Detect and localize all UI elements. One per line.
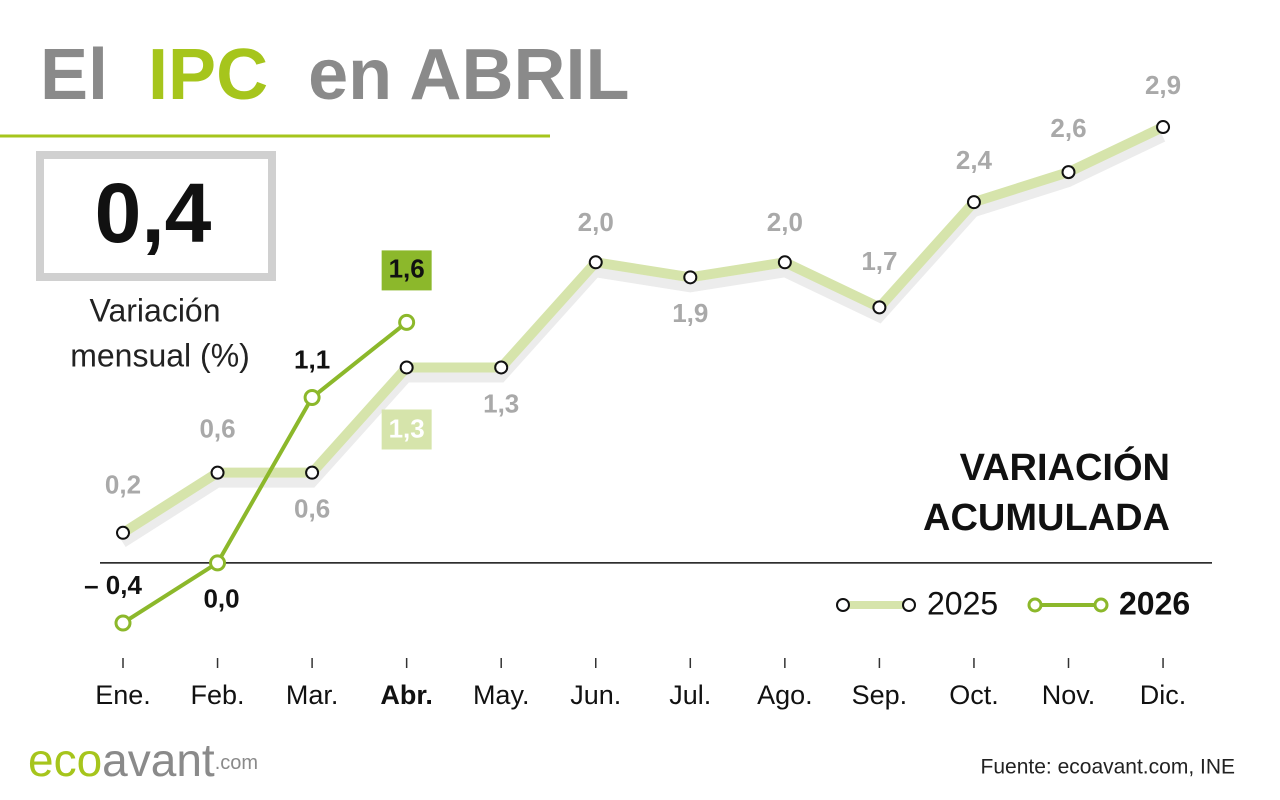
data-label: 1,6 bbox=[389, 253, 425, 283]
chart-title: El IPC en ABRIL bbox=[40, 35, 629, 115]
marker bbox=[966, 195, 981, 210]
title-highlight: IPC bbox=[148, 35, 268, 115]
headline-box bbox=[36, 151, 276, 281]
x-tick-label: Dic. bbox=[1140, 680, 1187, 710]
x-tick-label: Mar. bbox=[286, 680, 339, 710]
legend-marker bbox=[902, 598, 916, 612]
marker bbox=[1061, 165, 1076, 180]
x-tick-label: Ago. bbox=[757, 680, 813, 710]
annotation: ACUMULADA bbox=[923, 497, 1170, 539]
headline-value: 0,4 bbox=[95, 166, 212, 260]
legend-marker bbox=[1027, 597, 1043, 613]
title-part: El bbox=[40, 35, 108, 115]
data-label: 1,9 bbox=[672, 298, 708, 328]
legend-label: 2025 bbox=[927, 585, 998, 621]
marker bbox=[209, 554, 227, 572]
x-tick-label: Jun. bbox=[570, 680, 621, 710]
logo-part: eco bbox=[28, 734, 102, 786]
marker bbox=[1156, 120, 1171, 135]
annotation: VARIACIÓN bbox=[960, 445, 1170, 489]
marker bbox=[398, 313, 416, 331]
data-label: 0,2 bbox=[105, 470, 141, 500]
source: Fuente: ecoavant.com, INE bbox=[981, 756, 1235, 779]
headline-caption: Variación bbox=[89, 292, 220, 328]
label-box bbox=[381, 250, 432, 291]
data-label: 0,0 bbox=[203, 584, 239, 614]
marker bbox=[114, 614, 132, 632]
logo: ecoavant.com bbox=[28, 734, 258, 786]
data-label: 2,6 bbox=[1050, 113, 1086, 143]
marker bbox=[494, 360, 509, 375]
data-label: 1,7 bbox=[861, 246, 897, 276]
marker bbox=[399, 360, 414, 375]
data-label: 2,4 bbox=[956, 145, 993, 175]
title-part: en ABRIL bbox=[308, 35, 629, 115]
marker bbox=[116, 525, 130, 540]
marker bbox=[872, 300, 887, 315]
data-label: 0,6 bbox=[199, 414, 235, 444]
data-label: 2,9 bbox=[1145, 70, 1181, 100]
x-tick-label: Ene. bbox=[95, 680, 151, 710]
data-label: 2,0 bbox=[767, 207, 803, 237]
logo-part: .com bbox=[215, 752, 258, 774]
data-label: 1,1 bbox=[294, 344, 330, 374]
data-label: 0,6 bbox=[294, 494, 330, 524]
marker bbox=[683, 270, 698, 285]
x-tick-label: Oct. bbox=[949, 680, 999, 710]
marker bbox=[210, 465, 225, 480]
logo-part: avant bbox=[102, 734, 215, 786]
x-tick-label: Jul. bbox=[669, 680, 711, 710]
marker bbox=[588, 255, 603, 270]
headline-caption: mensual (%) bbox=[70, 337, 250, 373]
x-tick-label: May. bbox=[473, 680, 530, 710]
marker bbox=[303, 389, 321, 407]
series-line bbox=[121, 320, 408, 625]
line-shadow bbox=[120, 132, 1166, 548]
plot: Ene. Feb. Mar. Abr. May. Jun. Jul. Ago. Sep. Oct.… bbox=[84, 70, 1212, 710]
series-line bbox=[120, 122, 1166, 538]
x-tick-label: Abr. bbox=[380, 680, 433, 710]
legend-marker bbox=[836, 598, 850, 612]
x-tick-label: Nov. bbox=[1042, 680, 1096, 710]
data-label: 1,3 bbox=[483, 388, 519, 418]
marker bbox=[305, 465, 320, 480]
data-label: – 0,4 bbox=[84, 570, 142, 600]
data-label: 2,0 bbox=[578, 207, 614, 237]
x-tick-label: Sep. bbox=[852, 680, 908, 710]
label-box bbox=[381, 409, 432, 450]
marker bbox=[777, 255, 792, 270]
x-tick-label: Feb. bbox=[191, 680, 245, 710]
data-label: 1,3 bbox=[389, 413, 425, 443]
legend-marker bbox=[1093, 597, 1109, 613]
legend-label: 2026 bbox=[1119, 585, 1190, 621]
